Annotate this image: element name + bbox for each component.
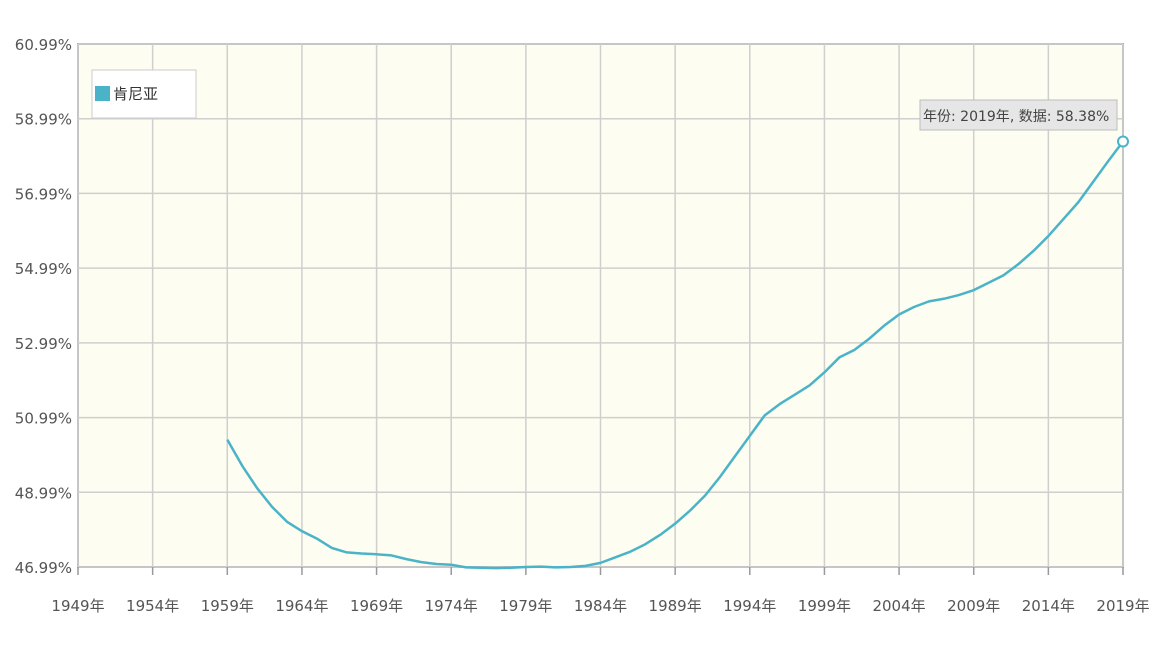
tooltip: 年份: 2019年, 数据: 58.38%	[919, 99, 1118, 131]
x-tick-label: 2014年	[1022, 597, 1075, 615]
x-axis-tick-labels: 1949年 1954年 1959年 1964年 1969年 1974年 1979年 1984年…	[51, 597, 1149, 615]
tooltip-year-label: 年份	[923, 109, 951, 125]
y-axis-tick-labels: 46.99% 48.99% 50.99% 52.99% 54.99% 56.99% 58.9…	[15, 36, 72, 577]
x-tick-label: 1959年	[201, 597, 254, 615]
x-tick-label: 1949年	[51, 597, 104, 615]
y-tick-label: 52.99%	[15, 335, 72, 353]
x-tick-label: 1954年	[126, 597, 179, 615]
x-tick-label: 1964年	[275, 597, 328, 615]
x-tick-label: 2019年	[1096, 597, 1149, 615]
x-gridlines	[77, 44, 1124, 567]
highlighted-point[interactable]	[1117, 135, 1129, 148]
y-tick-label: 54.99%	[15, 260, 72, 278]
legend: 肯尼亚	[91, 69, 197, 119]
y-tick-label: 58.99%	[15, 111, 72, 129]
x-axis-ticks	[77, 567, 1124, 575]
legend-swatch	[95, 86, 110, 101]
x-tick-label: 1989年	[649, 597, 702, 615]
tooltip-box	[919, 99, 1118, 131]
y-tick-label: 56.99%	[15, 185, 72, 203]
x-tick-label: 1984年	[574, 597, 627, 615]
y-tick-label: 50.99%	[15, 410, 72, 428]
tooltip-value-label: 数据	[1019, 109, 1047, 125]
x-tick-label: 2009年	[947, 597, 1000, 615]
y-tick-label: 48.99%	[15, 484, 72, 502]
x-tick-label: 1994年	[723, 597, 776, 615]
legend-label: 肯尼亚	[113, 85, 158, 103]
x-tick-label: 1979年	[499, 597, 552, 615]
series-group	[226, 135, 1129, 570]
x-tick-label: 2004年	[872, 597, 925, 615]
x-tick-label: 1999年	[798, 597, 851, 615]
y-tick-label: 60.99%	[15, 36, 72, 54]
x-tick-label: 1974年	[425, 597, 478, 615]
tooltip-text: 年份: 2019年, 数据: 58.38%	[923, 109, 1109, 125]
y-tick-label: 46.99%	[15, 559, 72, 577]
x-tick-label: 1969年	[350, 597, 403, 615]
tooltip-value: 58.38%	[1056, 109, 1109, 125]
series-line	[226, 140, 1124, 570]
tooltip-year: 2019年	[960, 109, 1010, 125]
